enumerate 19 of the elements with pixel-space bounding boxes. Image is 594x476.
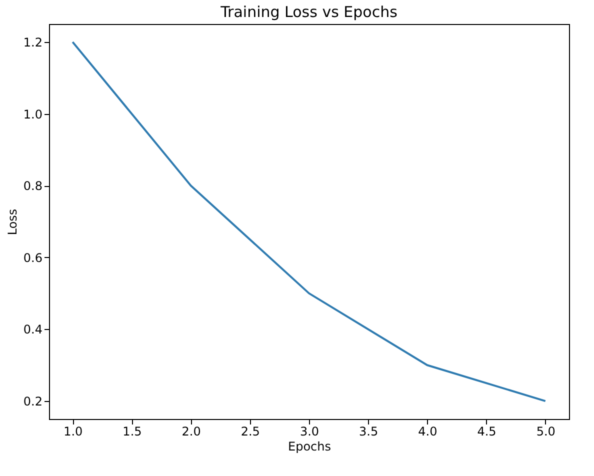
y-tick-label: 1.0: [23, 107, 42, 122]
x-tick-label: 1.5: [122, 424, 142, 438]
x-tick-label: 1.0: [64, 424, 83, 438]
x-tick-label: 5.0: [536, 424, 556, 438]
y-tick-label: 0.2: [23, 394, 42, 409]
x-tick-label: 3.5: [359, 424, 378, 438]
y-tick-label: 0.6: [23, 250, 42, 265]
x-tick-label: 2.5: [240, 424, 260, 438]
x-tick-label: 4.5: [477, 424, 496, 438]
y-tick-label: 0.4: [23, 322, 42, 337]
x-axis-title: Epochs: [288, 440, 331, 454]
y-axis-title: Loss: [5, 208, 20, 236]
y-tick-label: 0.8: [23, 179, 42, 194]
line-series: [72, 40, 546, 402]
x-tick-label: 2.0: [182, 424, 201, 438]
x-tick-label: 4.0: [418, 424, 438, 438]
x-tick-label: 3.0: [300, 424, 320, 438]
chart-title: Training Loss vs Epochs: [220, 3, 398, 21]
y-tick-label: 1.2: [23, 35, 42, 50]
